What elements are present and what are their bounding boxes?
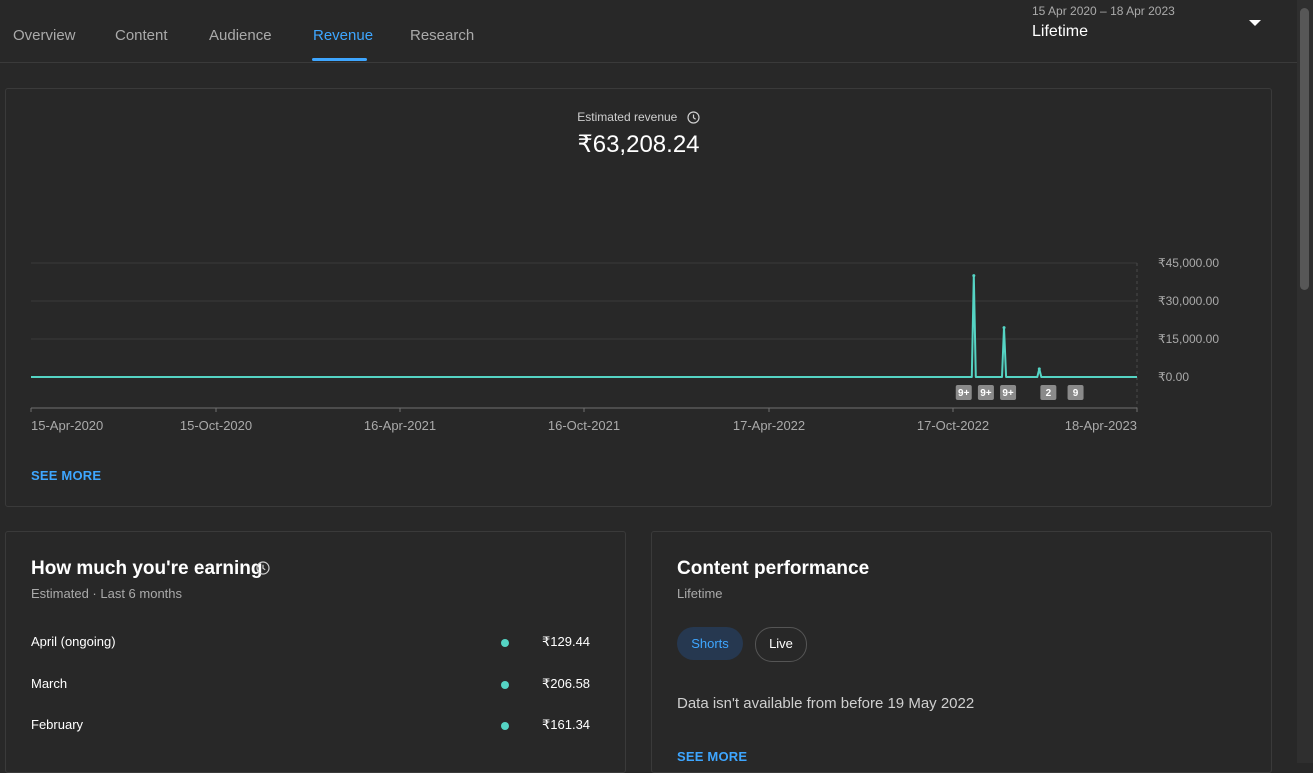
tab-research[interactable]: Research <box>410 27 475 44</box>
date-period-label: Lifetime <box>1032 23 1089 40</box>
earning-row: February ₹161.34 <box>31 715 601 737</box>
metric-label-row: Estimated revenue <box>6 110 1271 124</box>
x-tick-label: 16-Apr-2021 <box>364 418 436 433</box>
analytics-tabs: Overview Content Audience Revenue Resear… <box>0 0 1297 63</box>
clock-icon[interactable] <box>687 111 700 124</box>
y-tick-label: ₹30,000.00 <box>1158 294 1219 308</box>
earning-row: April (ongoing) ₹129.44 <box>31 632 601 654</box>
x-tick-label: 18-Apr-2023 <box>1065 418 1137 433</box>
metric-label: Estimated revenue <box>577 110 678 124</box>
earning-row: March ₹206.58 <box>31 674 601 696</box>
date-range-label: 15 Apr 2020 – 18 Apr 2023 <box>1032 4 1175 18</box>
video-badge-box[interactable] <box>955 385 972 400</box>
tab-revenue[interactable]: Revenue <box>313 27 374 44</box>
video-badge[interactable]: 9 <box>1067 385 1084 400</box>
video-badge-label: 2 <box>1046 388 1052 399</box>
revenue-series-line <box>31 274 1137 378</box>
video-badge-box[interactable] <box>1067 385 1084 400</box>
y-tick-label: ₹45,000.00 <box>1158 256 1219 270</box>
video-badge-label: 9+ <box>958 388 970 399</box>
earning-value: ₹161.34 <box>542 717 591 732</box>
x-tick-label: 17-Apr-2022 <box>733 418 805 433</box>
video-badge-box[interactable] <box>977 385 994 400</box>
earning-month: February <box>31 717 84 732</box>
series-dot <box>501 722 509 730</box>
tab-audience[interactable]: Audience <box>209 27 272 44</box>
video-badge[interactable]: 9+ <box>977 385 994 400</box>
video-badge[interactable]: 2 <box>1040 385 1057 400</box>
x-tick-label: 17-Oct-2022 <box>917 418 989 433</box>
content-performance-card: Content performance Lifetime Shorts Live… <box>651 531 1272 773</box>
series-dot <box>501 639 509 647</box>
chevron-down-icon <box>1249 20 1261 26</box>
date-range-picker[interactable]: 15 Apr 2020 – 18 Apr 2023 Lifetime <box>1032 3 1272 48</box>
video-badge[interactable]: 9+ <box>955 385 972 400</box>
y-tick-label: ₹15,000.00 <box>1158 332 1219 346</box>
video-badge-box[interactable] <box>1040 385 1057 400</box>
video-badge-box[interactable] <box>1000 385 1017 400</box>
earning-month: April (ongoing) <box>31 634 116 649</box>
performance-note: Data isn't available from before 19 May … <box>677 695 975 712</box>
video-badge-label: 9+ <box>1002 388 1014 399</box>
x-tick-label: 15-Apr-2020 <box>31 418 103 433</box>
chip-shorts[interactable]: Shorts <box>677 627 743 660</box>
performance-subtitle: Lifetime <box>677 586 723 601</box>
clock-icon[interactable] <box>256 561 270 575</box>
revenue-line-chart: ₹45,000.00 ₹30,000.00 ₹15,000.00 ₹0.00 15-Ap… <box>30 256 1219 433</box>
x-tick-label: 16-Oct-2021 <box>548 418 620 433</box>
see-more-link[interactable]: SEE MORE <box>677 749 748 764</box>
data-point <box>1002 326 1006 330</box>
y-tick-label: ₹0.00 <box>1158 370 1189 384</box>
earning-month: March <box>31 676 68 691</box>
chip-live[interactable]: Live <box>755 627 807 662</box>
performance-title: Content performance <box>677 558 870 579</box>
metric-value: ₹63,208.24 <box>577 131 700 158</box>
tab-overview[interactable]: Overview <box>13 27 76 44</box>
video-badge[interactable]: 9+ <box>1000 385 1017 400</box>
video-badge-label: 9 <box>1073 388 1079 399</box>
revenue-chart-card: Estimated revenue ₹63,208.24 ₹45,000.00 ₹… <box>5 88 1272 507</box>
earning-subtitle: Estimated · Last 6 months <box>31 586 183 601</box>
earning-card: How much you're earning Estimated · Last… <box>5 531 626 773</box>
data-point <box>972 274 976 278</box>
earning-value: ₹129.44 <box>542 634 591 649</box>
tab-content[interactable]: Content <box>115 27 168 44</box>
scrollbar-thumb[interactable] <box>1300 8 1309 290</box>
video-badge-label: 9+ <box>980 388 992 399</box>
series-dot <box>501 681 509 689</box>
active-tab-indicator <box>312 58 367 61</box>
see-more-link[interactable]: SEE MORE <box>31 468 102 483</box>
earning-value: ₹206.58 <box>542 676 591 691</box>
x-tick-label: 15-Oct-2020 <box>180 418 252 433</box>
earning-title: How much you're earning <box>31 558 263 579</box>
data-point <box>1037 367 1041 371</box>
